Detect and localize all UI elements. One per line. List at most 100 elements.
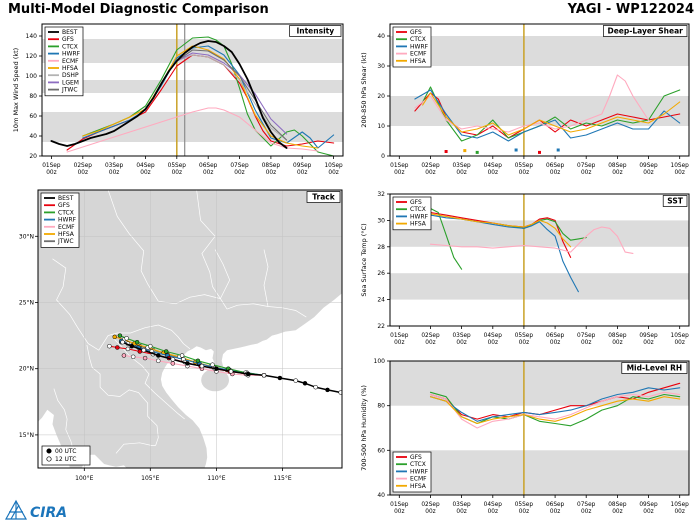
y-tick-label: 60	[29, 113, 37, 120]
lon-tick-label: 105°E	[141, 475, 159, 482]
track-fix-marker	[134, 339, 140, 345]
lon-tick-label: 115°E	[273, 475, 291, 482]
page-title: Multi-Model Diagnostic Comparison	[8, 2, 269, 17]
x-tick-label: 09Sep	[293, 163, 312, 169]
x-tick-label: 00z	[203, 170, 213, 176]
data-marker	[444, 150, 448, 153]
track-fix-marker	[302, 381, 308, 386]
x-tick-label: 00z	[266, 170, 276, 176]
cira-logo-graphic: CIRA	[4, 499, 67, 521]
legend-label: HWRF	[410, 43, 429, 50]
x-tick-label: 00z	[581, 509, 591, 515]
utc-legend-label: 12 UTC	[55, 456, 76, 463]
x-tick-label: 07Sep	[230, 163, 249, 169]
landmass	[38, 190, 342, 468]
y-axis-label: 200-850 hPa Shear (kt)	[360, 52, 368, 127]
x-tick-label: 00z	[674, 170, 684, 176]
x-tick-label: 03Sep	[105, 163, 124, 169]
x-tick-label: 00z	[488, 340, 498, 346]
legend-label: JTWC	[61, 87, 78, 94]
track-fix-marker	[277, 375, 283, 381]
x-tick-label: 00z	[425, 509, 435, 515]
track-fix-marker	[214, 366, 219, 371]
y-tick-label: 0	[381, 153, 385, 160]
series-CTCX	[429, 207, 463, 270]
y-tick-label: 30	[377, 63, 385, 70]
track-fix-marker	[156, 358, 161, 364]
x-tick-label: 00z	[550, 340, 560, 346]
x-tick-label: 03Sep	[452, 163, 471, 169]
data-marker	[538, 150, 541, 154]
legend-label: ECMF	[410, 51, 427, 58]
x-tick-label: 04Sep	[484, 333, 503, 339]
x-tick-label: 00z	[674, 340, 684, 346]
x-tick-label: 00z	[488, 170, 498, 176]
lat-tick-label: 15°N	[19, 432, 34, 439]
x-tick-label: 08Sep	[608, 163, 627, 169]
track-fix-marker	[313, 384, 318, 390]
legend-label: HFSA	[58, 231, 75, 238]
legend-label: CTCX	[410, 36, 426, 43]
x-tick-label: 00z	[234, 170, 244, 176]
intensity-chart: 20 40 60 80 100 120 140 01Sep 00z 02Sep 00z 03Sep 00…	[8, 20, 348, 183]
x-tick-label: 00z	[172, 170, 182, 176]
data-marker	[514, 148, 518, 152]
y-tick-label: 10	[377, 123, 385, 130]
data-marker	[463, 149, 467, 153]
legend-label: CTCX	[410, 206, 426, 213]
x-tick-label: 08Sep	[608, 502, 627, 508]
lon-tick-label: 110°E	[207, 475, 225, 482]
x-tick-label: 00z	[394, 509, 404, 515]
series-ECMF	[414, 74, 650, 133]
x-tick-label: 00z	[581, 340, 591, 346]
y-tick-label: 20	[377, 93, 385, 100]
x-tick-label: 00z	[78, 170, 88, 176]
track-fix-marker	[245, 371, 251, 377]
x-tick-label: 08Sep	[262, 163, 281, 169]
legend-label: HFSA	[410, 483, 427, 490]
legend-label: HWRF	[58, 217, 77, 224]
track-fix-marker	[163, 349, 169, 354]
x-tick-label: 10Sep	[671, 502, 690, 508]
y-tick-label: 120	[26, 53, 38, 60]
legend-label: ECMF	[62, 58, 79, 65]
x-tick-label: 00z	[550, 509, 560, 515]
y-tick-label: 24	[377, 297, 385, 304]
x-tick-label: 00z	[581, 170, 591, 176]
panel-title: Track	[312, 193, 335, 202]
legend-label: HWRF	[410, 468, 429, 475]
x-tick-label: 02Sep	[421, 333, 440, 339]
track-fix-marker	[142, 355, 148, 361]
legend-label: CTCX	[58, 209, 74, 216]
track-fix-marker	[121, 353, 127, 358]
legend-label: GFS	[410, 29, 422, 36]
x-tick-label: 00z	[328, 170, 338, 176]
series-JTWC	[176, 49, 288, 141]
y-tick-label: 60	[377, 447, 385, 454]
intensity-plot: 2040608010012014001Sep00z02Sep00z03Sep00…	[12, 23, 344, 176]
track-fix-marker	[185, 361, 190, 366]
legend-label: ECMF	[410, 476, 427, 483]
category-band	[42, 39, 343, 63]
x-tick-label: 00z	[612, 340, 622, 346]
country-border	[52, 258, 191, 351]
x-tick-label: 03Sep	[452, 333, 471, 339]
country-border	[107, 190, 159, 302]
series-DSHP	[176, 54, 288, 141]
x-tick-label: 00z	[425, 340, 435, 346]
panel-title: Mid-Level RH	[627, 364, 683, 373]
series-GFS	[429, 382, 681, 420]
x-tick-label: 09Sep	[639, 502, 658, 508]
track-fix-marker	[156, 353, 161, 358]
x-tick-label: 00z	[550, 170, 560, 176]
x-tick-label: 00z	[297, 170, 307, 176]
country-border	[111, 336, 185, 420]
x-tick-label: 05Sep	[515, 502, 534, 508]
track-fix-marker	[228, 369, 234, 374]
track-fix-marker	[261, 373, 267, 378]
legend-label: JTWC	[57, 238, 74, 245]
